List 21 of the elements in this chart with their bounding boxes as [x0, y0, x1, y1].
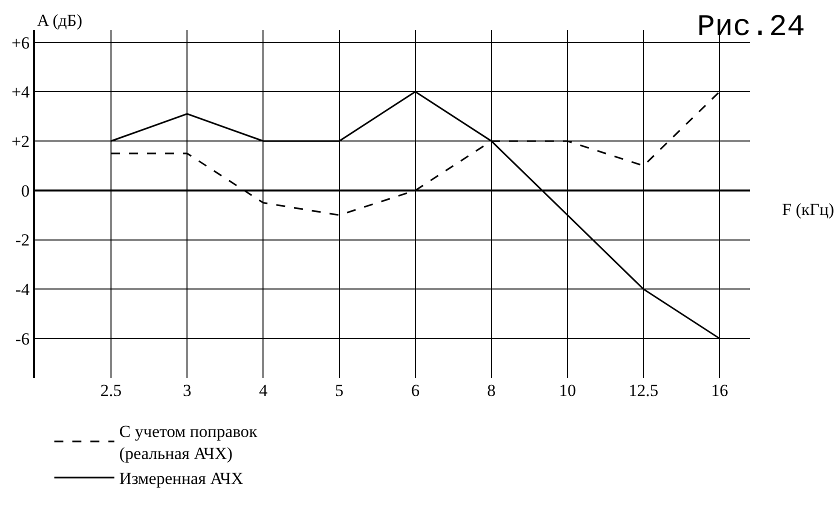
x-axis-title: F (кГц) [782, 200, 834, 219]
y-tick-label: -2 [15, 230, 30, 250]
y-tick-label: -6 [15, 329, 30, 348]
x-tick-label: 2.5 [100, 381, 122, 400]
legend-label: С учетом поправок (реальная АЧХ) [119, 422, 258, 464]
x-tick-label: 3 [182, 381, 192, 400]
y-tick-label: -4 [15, 280, 30, 300]
y-tick-label: 0 [21, 181, 30, 200]
chart-title: Рис.24 [697, 11, 806, 45]
x-tick-label: 6 [411, 381, 420, 400]
y-tick-label: +4 [12, 82, 30, 102]
y-axis-title: A (дБ) [37, 11, 82, 30]
x-tick-label: 8 [487, 381, 496, 400]
x-tick-label: 4 [258, 381, 268, 400]
x-tick-label: 12.5 [628, 381, 658, 400]
x-tick-label: 10 [558, 381, 576, 400]
x-tick-label: 5 [335, 381, 344, 400]
y-tick-label: +6 [12, 33, 30, 52]
x-tick-label: 16 [711, 381, 728, 400]
legend-label: Измеренная АЧХ [119, 469, 244, 488]
y-tick-label: +2 [12, 132, 30, 152]
